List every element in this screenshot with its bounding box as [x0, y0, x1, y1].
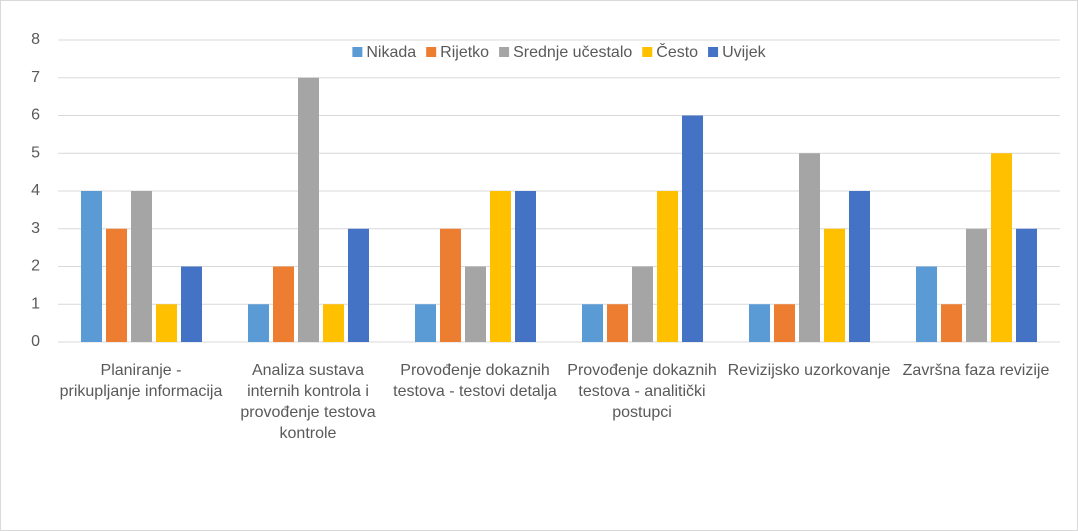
bar — [607, 304, 628, 342]
x-tick-label: Provođenje dokaznih testova - testovi de… — [393, 362, 557, 400]
bar — [632, 266, 653, 342]
legend-swatch — [642, 47, 653, 57]
bar — [156, 304, 177, 342]
bar — [131, 191, 152, 342]
bar — [824, 228, 845, 342]
bar — [582, 304, 603, 342]
x-tick-label: Provođenje dokaznih testova - analitički… — [567, 362, 717, 421]
x-tick-label: Završna faza revizije — [902, 362, 1050, 379]
bar — [298, 77, 319, 342]
bar — [941, 304, 962, 342]
y-tick-label: 3 — [31, 220, 40, 237]
x-tick-label: Planiranje - prikupljanje informacija — [59, 362, 223, 400]
y-tick-label: 1 — [31, 295, 40, 312]
legend-label: Rijetko — [440, 44, 489, 61]
y-tick-label: 6 — [31, 107, 40, 124]
bar — [440, 228, 461, 342]
legend-swatch — [708, 47, 719, 57]
bar — [774, 304, 795, 342]
y-tick-label: 4 — [31, 182, 40, 199]
bar — [323, 304, 344, 342]
y-tick-label: 8 — [31, 31, 40, 48]
y-tick-label: 2 — [31, 258, 40, 275]
legend-swatch — [499, 47, 510, 57]
bar — [248, 304, 269, 342]
bar — [106, 228, 127, 342]
bar — [849, 191, 870, 342]
legend-swatch — [426, 47, 437, 57]
bar — [515, 191, 536, 342]
x-tick-label: Revizijsko uzorkovanje — [727, 362, 891, 379]
bar — [465, 266, 486, 342]
bar — [490, 191, 511, 342]
legend-label: Često — [656, 42, 698, 61]
y-tick-label: 7 — [31, 69, 40, 86]
legend-label: Nikada — [366, 44, 416, 61]
bar — [273, 266, 294, 342]
bar — [181, 266, 202, 342]
bar — [415, 304, 436, 342]
bar — [81, 191, 102, 342]
legend-swatch — [352, 47, 363, 57]
y-tick-label: 5 — [31, 144, 40, 161]
bar — [991, 153, 1012, 342]
bar — [799, 153, 820, 342]
bar — [682, 115, 703, 342]
y-tick-label: 0 — [31, 333, 40, 350]
bar — [348, 228, 369, 342]
bar — [657, 191, 678, 342]
bar — [916, 266, 937, 342]
bar — [1016, 228, 1037, 342]
bar — [966, 228, 987, 342]
x-tick-label: Analiza sustava internih kontrola i prov… — [240, 362, 376, 442]
legend-label: Uvijek — [722, 44, 767, 61]
bar — [749, 304, 770, 342]
legend-label: Srednje učestalo — [513, 44, 632, 61]
